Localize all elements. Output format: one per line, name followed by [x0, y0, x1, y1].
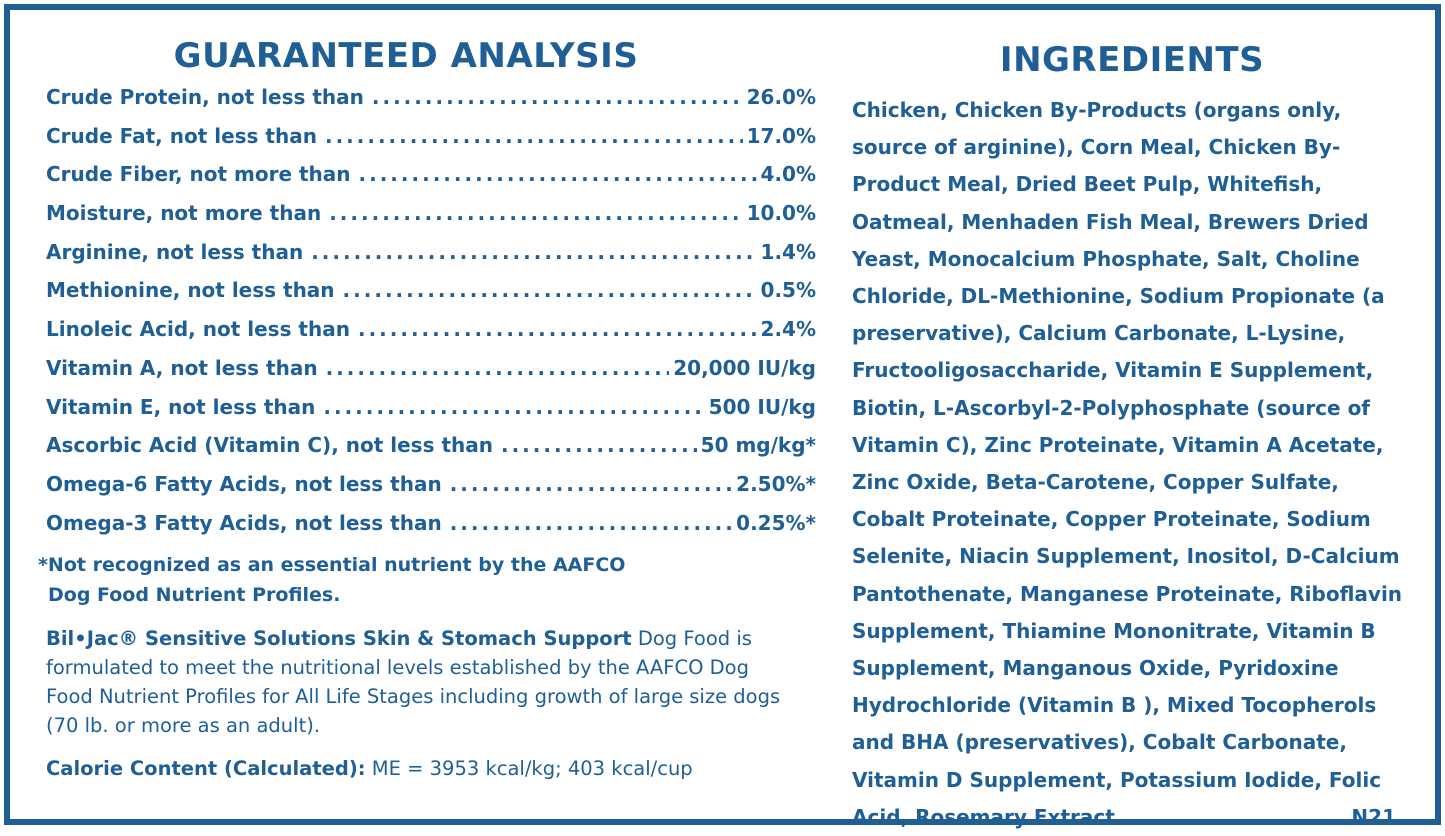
analysis-row: Ascorbic Acid (Vitamin C), not less than…: [46, 432, 816, 471]
leader-dots: [329, 200, 742, 226]
ingredients-section: INGREDIENTS Chicken, Chicken By-Products…: [852, 34, 1422, 836]
leader-dots: [311, 239, 756, 265]
analysis-value: 500 IU/kg: [708, 394, 816, 419]
leader-dots: [359, 161, 757, 187]
analysis-value: 17.0%: [746, 123, 816, 148]
ingredients-title: INGREDIENTS: [999, 40, 1265, 80]
ingredients-list: Chicken, Chicken By-Products (organs onl…: [852, 92, 1412, 836]
analysis-label: Vitamin E, not less than: [46, 394, 316, 419]
analysis-label: Vitamin A, not less than: [46, 355, 318, 380]
leader-dots: [358, 316, 757, 342]
analysis-value: 4.0%: [760, 162, 816, 187]
analysis-label: Linoleic Acid, not less than: [46, 317, 350, 342]
ingredients-text: Chicken, Chicken By-Products (organs onl…: [852, 98, 1403, 829]
analysis-label: Crude Protein, not less than: [46, 85, 364, 109]
leader-dots: [325, 123, 743, 149]
analysis-row: Crude Fat, not less than 17.0%: [46, 123, 816, 162]
analysis-row: Arginine, not less than 1.4%: [46, 239, 816, 278]
leader-dots: [343, 277, 757, 303]
analysis-row: Vitamin A, not less than 20,000 IU/kg: [46, 355, 816, 394]
analysis-label: Crude Fat, not less than: [46, 123, 317, 148]
leader-dots: [501, 432, 697, 458]
analysis-value: 0.5%: [760, 278, 816, 303]
guaranteed-analysis-section: GUARANTEED ANALYSIS Crude Protein, not l…: [38, 34, 816, 783]
analysis-value: 26.0%: [746, 85, 816, 109]
calorie-content: Calorie Content (Calculated): ME = 3953 …: [46, 754, 816, 783]
analysis-label: Ascorbic Acid (Vitamin C), not less than: [46, 433, 493, 458]
footnote-line-2: Dog Food Nutrient Profiles.: [48, 584, 341, 607]
analysis-row: Crude Fiber, not more than 4.0%: [46, 161, 816, 200]
analysis-row: Omega-6 Fatty Acids, not less than 2.50%…: [46, 471, 816, 510]
analysis-label: Omega-6 Fatty Acids, not less than: [46, 471, 442, 496]
analysis-label: Arginine, not less than: [46, 239, 304, 264]
product-code: N21: [1351, 804, 1396, 829]
leader-dots: [450, 510, 732, 536]
analysis-row: Vitamin E, not less than 500 IU/kg: [46, 394, 816, 433]
analysis-value: 50 mg/kg*: [700, 433, 816, 458]
analysis-label: Crude Fiber, not more than: [46, 162, 351, 187]
analysis-value: 2.50%*: [736, 471, 816, 496]
analysis-row: Moisture, not more than 10.0%: [46, 200, 816, 239]
label-panel: GUARANTEED ANALYSIS Crude Protein, not l…: [4, 4, 1441, 829]
calorie-label: Calorie Content (Calculated):: [46, 757, 366, 781]
analysis-value: 0.25%*: [736, 510, 816, 535]
calorie-value: ME = 3953 kcal/kg; 403 kcal/cup: [365, 757, 693, 781]
leader-dots: [450, 471, 732, 497]
analysis-value: 20,000 IU/kg: [673, 355, 816, 380]
footnote-line-1: *Not recognized as an essential nutrient…: [38, 554, 626, 577]
analysis-list: Crude Protein, not less than 26.0% Crude…: [46, 84, 816, 548]
guaranteed-analysis-title: GUARANTEED ANALYSIS: [173, 36, 639, 76]
analysis-row: Omega-3 Fatty Acids, not less than 0.25%…: [46, 510, 816, 549]
analysis-label: Methionine, not less than: [46, 278, 335, 303]
analysis-row: Linoleic Acid, not less than 2.4%: [46, 316, 816, 355]
leader-dots: [372, 84, 743, 110]
leader-dots: [323, 394, 704, 420]
analysis-label: Moisture, not more than: [46, 201, 322, 226]
leader-dots: [326, 355, 670, 381]
analysis-row: Methionine, not less than 0.5%: [46, 277, 816, 316]
analysis-value: 2.4%: [760, 317, 816, 342]
statement-brand: Bil•Jac® Sensitive Solutions Skin & Stom…: [46, 627, 632, 651]
analysis-value: 10.0%: [746, 201, 816, 226]
statement-text: Dog Food is formulated to meet the nutri…: [46, 627, 781, 738]
analysis-label: Omega-3 Fatty Acids, not less than: [46, 510, 442, 535]
analysis-row: Crude Protein, not less than 26.0%: [46, 84, 816, 123]
aafco-statement: Bil•Jac® Sensitive Solutions Skin & Stom…: [46, 624, 786, 740]
aafco-footnote: *Not recognized as an essential nutrient…: [38, 550, 678, 610]
analysis-value: 1.4%: [760, 239, 816, 264]
